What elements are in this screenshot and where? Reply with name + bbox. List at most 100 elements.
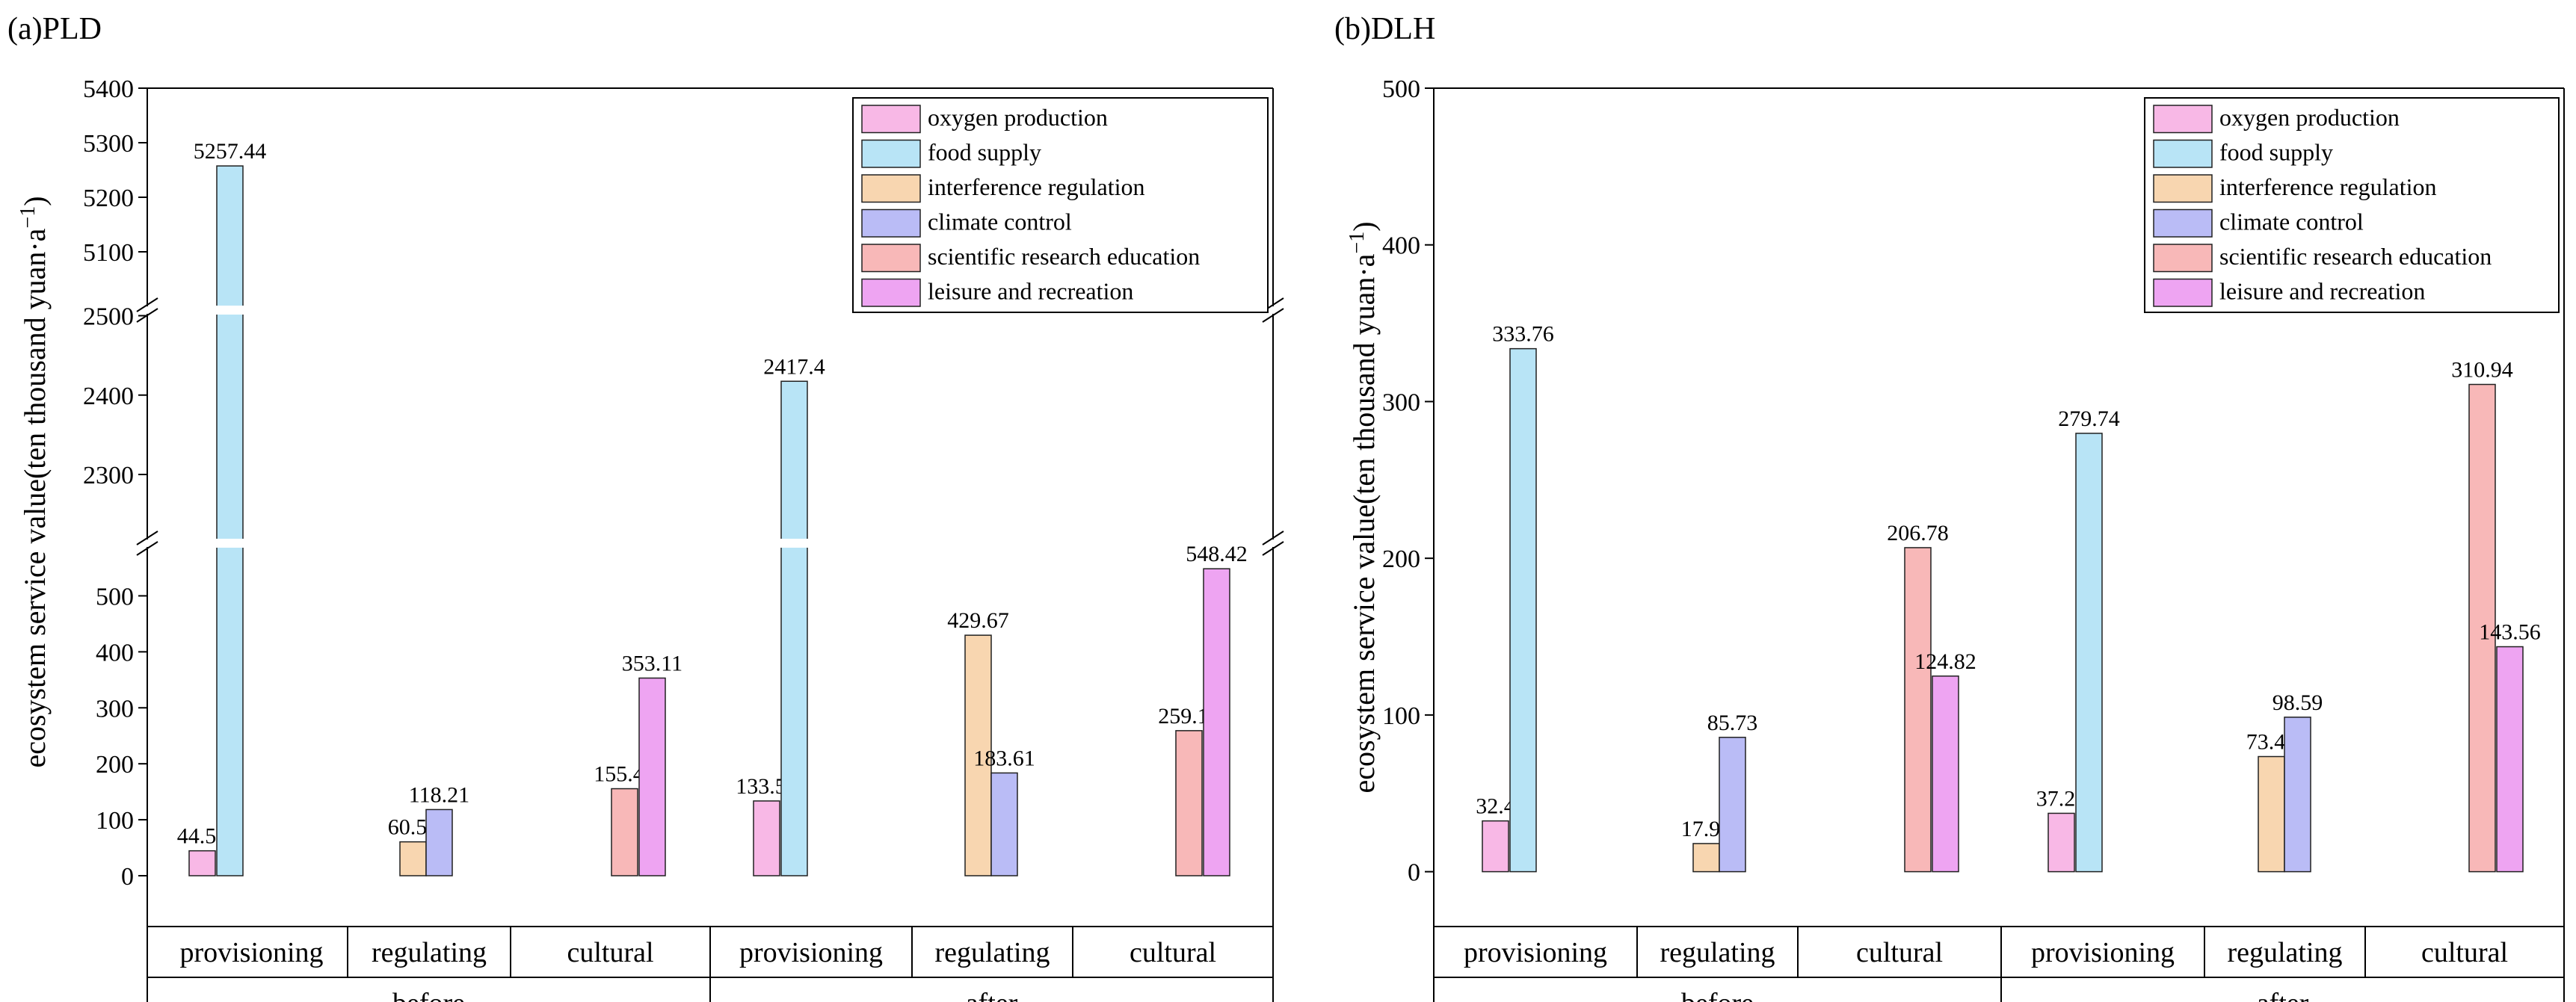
dlh-bar [1692,843,1720,873]
pld-bar [216,165,244,876]
pld-legend-swatch [861,278,921,307]
pld-data-label: 548.42 [1186,542,1248,566]
pld-y-tick-label: 300 [96,695,134,723]
pld-data-label: 183.61 [973,746,1035,770]
pld-axis-break-mark [1262,531,1284,545]
dlh-category-label: regulating [2227,937,2342,968]
dlh-category-label: provisioning [2031,937,2175,968]
pld-y-tick-label: 100 [96,807,134,835]
dlh-data-label: 32.4 [1476,794,1515,819]
pld-bar [1175,730,1203,876]
pld-panel: (a)PLD ecosystem service value(ten thousa… [7,12,1284,1002]
pld-legend-swatch [861,208,921,238]
dlh-y-axis-label: ecosystem service value(ten thousand yua… [1346,221,1381,793]
dlh-panel-title: (b)DLH [1334,12,1435,46]
dlh-category-label: cultural [2421,937,2508,968]
dlh-legend-swatch [2153,105,2213,134]
pld-category-label: cultural [567,937,653,968]
dlh-data-label: 98.59 [2273,690,2323,715]
dlh-bar [1904,547,1932,873]
dlh-bar [1509,347,1537,873]
dlh-data-label: 310.94 [2451,357,2513,382]
pld-y-tick-label: 500 [96,583,134,610]
dlh-y-tick-label: 400 [1382,232,1420,260]
pld-group-label: after [966,988,1018,1002]
pld-bar [1203,568,1230,876]
pld-bar-break-gap [215,539,244,548]
pld-category-label: provisioning [739,937,883,968]
pld-bar [611,788,638,876]
pld-y-tick-label: 2300 [83,462,134,489]
dlh-bar [2258,755,2285,873]
dlh-legend-label: food supply [2219,139,2333,166]
dlh-y-tick-label: 0 [1408,859,1420,887]
pld-data-label: 353.11 [622,651,682,675]
dlh-legend-swatch [2153,139,2213,168]
pld-y-tick-label: 2400 [83,383,134,410]
pld-axis-break-gap [145,306,150,314]
pld-axis-break-gap [1271,306,1275,314]
dlh-y-axis-label-sup: −1 [1346,232,1369,254]
dlh-legend-label: leisure and recreation [2219,278,2425,305]
pld-data-label: 5257.44 [194,139,267,164]
pld-y-tick-label: 5200 [83,185,134,212]
dlh-data-label: 85.73 [1707,711,1758,735]
pld-bar [990,772,1018,876]
pld-axis-break-gap [1271,539,1275,547]
pld-legend-label: climate control [928,208,1072,235]
pld-y-tick-label: 5400 [83,75,134,103]
pld-category-label: provisioning [179,937,323,968]
pld-axis-break-mark [136,531,158,545]
pld-legend-swatch [861,174,921,203]
dlh-y-tick-label: 200 [1382,545,1420,573]
dlh-category-label: regulating [1660,937,1775,968]
pld-y-tick-label: 400 [96,639,134,667]
dlh-group-label: before [1681,988,1754,1002]
dlh-y-axis-label-close: ) [1347,221,1381,231]
dlh-y-axis-label-main: ecosystem service value(ten thousand yua… [1347,253,1381,793]
dlh-data-label: 124.82 [1914,649,1976,674]
pld-y-tick-label: 5100 [83,239,134,267]
pld-legend-swatch [861,139,921,168]
pld-legend-label: food supply [928,139,1041,166]
pld-axis-break-gap [145,539,150,547]
dlh-data-label: 206.78 [1887,521,1949,545]
dlh-bar [2284,717,2311,873]
pld-bar [780,380,808,876]
pld-y-axis-label-sup: −1 [16,206,40,229]
pld-y-tick-label: 5300 [83,130,134,158]
dlh-legend-label: scientific research education [2219,243,2492,270]
pld-legend-label: oxygen production [928,104,1108,131]
pld-y-tick-label: 200 [96,751,134,779]
dlh-data-label: 333.76 [1492,322,1554,347]
pld-bar [425,808,453,876]
dlh-data-label: 143.56 [2479,620,2541,645]
pld-data-label: 118.21 [409,782,469,807]
dlh-category-label: cultural [1856,937,1943,968]
dlh-legend-label: interference regulation [2219,173,2437,200]
pld-legend-swatch [861,105,921,134]
dlh-legend-label: climate control [2219,208,2364,235]
dlh-bar [2468,383,2496,873]
dlh-category-label: provisioning [1464,937,1607,968]
pld-bar [753,800,780,876]
pld-y-tick-label: 0 [121,863,134,891]
dlh-bar [1482,820,1509,873]
pld-axis-break-mark [1262,308,1284,323]
pld-panel-title: (a)PLD [7,12,102,46]
pld-y-axis-label-main: ecosystem service value(ten thousand yua… [18,228,52,767]
dlh-legend-box [2144,97,2560,313]
pld-bar [638,677,666,876]
dlh-bar [1932,675,1959,873]
pld-legend-swatch [861,244,921,273]
dlh-legend-swatch [2153,278,2213,307]
dlh-y-tick-label: 100 [1382,702,1420,730]
pld-legend-box [852,97,1269,313]
pld-y-axis-label-close: ) [18,196,52,205]
dlh-legend-label: oxygen production [2219,104,2400,131]
pld-legend-label: scientific research education [928,243,1200,270]
dlh-bar [2075,433,2103,873]
pld-bar [964,634,992,876]
dlh-bar [2047,812,2075,873]
